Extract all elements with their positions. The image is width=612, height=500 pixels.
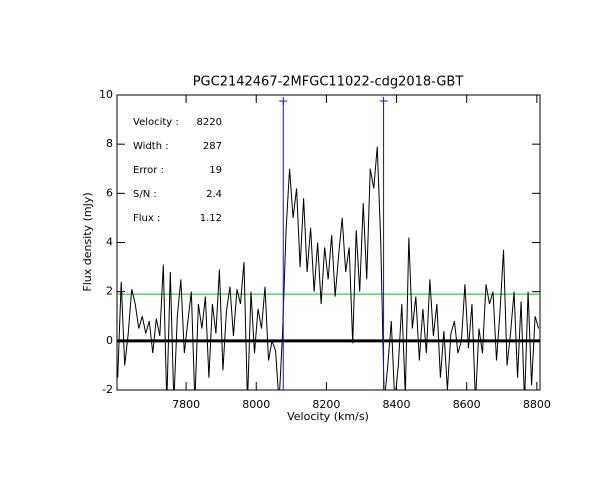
annotation-label: Width : (133, 141, 169, 152)
x-tick-label: 8000 (242, 398, 270, 411)
annotation-value: 2.4 (206, 189, 222, 200)
y-tick-label: 10 (99, 88, 113, 101)
annotation-value: 287 (203, 141, 222, 152)
x-tick-label: 8600 (453, 398, 481, 411)
x-tick-label: 8400 (383, 398, 411, 411)
x-tick-label: 7800 (172, 398, 200, 411)
plot-clip (117, 146, 540, 390)
y-tick-label: 6 (106, 186, 113, 199)
y-axis-label: Flux density (mJy) (81, 192, 94, 291)
annotation-label: Error : (133, 165, 164, 176)
y-tick-label: -2 (102, 383, 113, 396)
annotation-value: 8220 (197, 117, 222, 128)
spectrum-line (117, 146, 540, 390)
x-axis-label: Velocity (km/s) (287, 410, 369, 423)
y-tick-label: 4 (106, 236, 113, 249)
y-tick-label: 0 (106, 334, 113, 347)
annotation-label: S/N : (133, 189, 157, 200)
x-tick-label: 8800 (523, 398, 551, 411)
annotation-label: Velocity : (133, 117, 179, 128)
annotation-value: 1.12 (200, 213, 222, 224)
x-tick-label: 8200 (312, 398, 340, 411)
chart-title: PGC2142467-2MFGC11022-cdg2018-GBT (193, 75, 464, 90)
annotation-label: Flux : (133, 213, 160, 224)
y-tick-label: 8 (106, 137, 113, 150)
annotation-value: 19 (209, 165, 222, 176)
y-tick-label: 2 (106, 285, 113, 298)
